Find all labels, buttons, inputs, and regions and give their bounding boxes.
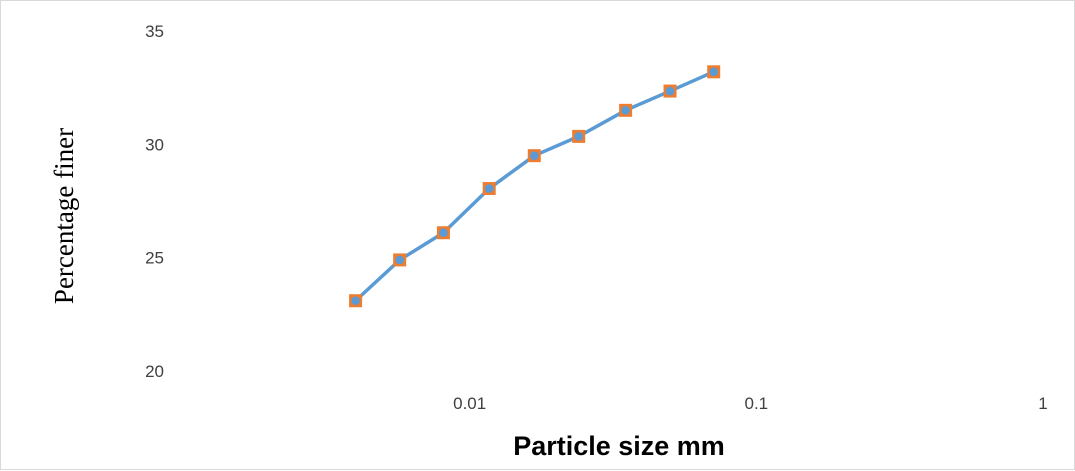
data-point [619,103,633,117]
x-axis-title: Particle size mm [513,431,725,461]
data-point [527,149,541,163]
data-point [436,226,450,240]
y-axis-ticks: 20 25 30 35 [145,22,164,381]
data-point [663,84,677,98]
series-layer [349,65,721,308]
x-tick-label: 1 [1038,394,1047,413]
y-tick-label: 30 [145,135,164,154]
data-point [349,294,363,308]
x-tick-label: 0.01 [453,394,486,413]
data-point [393,253,407,267]
series-line [353,70,716,303]
y-axis-title: Percentage finer [49,128,79,304]
data-point [482,182,496,196]
x-axis-ticks: 0.01 0.1 1 [453,394,1048,413]
data-point [707,65,721,79]
data-point [572,129,586,143]
y-tick-label: 35 [145,22,164,41]
y-tick-label: 20 [145,362,164,381]
y-tick-label: 25 [145,249,164,268]
x-tick-label: 0.1 [745,394,769,413]
